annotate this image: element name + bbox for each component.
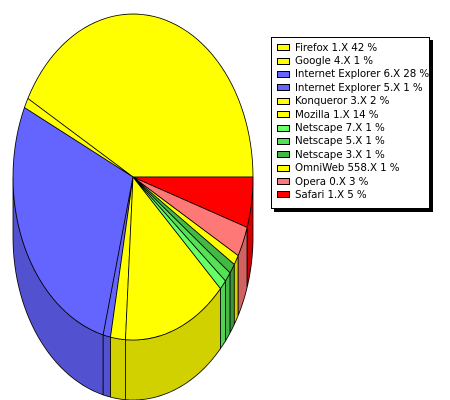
legend-item: Internet Explorer 6.X 28 %	[277, 68, 429, 81]
legend-swatch	[277, 164, 290, 172]
legend-swatch	[277, 191, 290, 199]
legend-item: Internet Explorer 5.X 1 %	[277, 81, 429, 94]
legend-swatch	[277, 151, 290, 159]
legend-label: Netscape 7.X 1 %	[295, 122, 385, 135]
pie-side	[102, 334, 111, 398]
legend-item: Safari 1.X 5 %	[277, 188, 429, 201]
legend-swatch	[277, 84, 290, 92]
pie-side	[225, 271, 231, 343]
legend-label: Opera 0.X 3 %	[295, 175, 369, 188]
legend-label: Internet Explorer 6.X 28 %	[295, 68, 430, 81]
legend-item: Netscape 5.X 1 %	[277, 135, 429, 148]
legend-label: OmniWeb 558.X 1 %	[295, 162, 400, 175]
legend-item: Netscape 3.X 1 %	[277, 148, 429, 161]
pie-side	[110, 336, 126, 400]
legend-label: Netscape 5.X 1 %	[295, 135, 385, 148]
legend-label: Internet Explorer 5.X 1 %	[295, 81, 423, 94]
pie-slice	[27, 13, 254, 178]
legend-label: Mozilla 1.X 14 %	[295, 108, 379, 121]
legend-swatch	[277, 97, 290, 105]
legend-label: Konqueror 3.X 2 %	[295, 95, 390, 108]
legend-label: Safari 1.X 5 %	[295, 188, 367, 201]
legend-swatch	[277, 111, 290, 119]
legend-item: Netscape 7.X 1 %	[277, 121, 429, 134]
legend-label: Netscape 3.X 1 %	[295, 148, 385, 161]
legend-swatch	[277, 137, 290, 145]
legend-swatch	[277, 44, 290, 52]
legend-item: Konqueror 3.X 2 %	[277, 95, 429, 108]
legend-item: OmniWeb 558.X 1 %	[277, 162, 429, 175]
legend-label: Firefox 1.X 42 %	[295, 41, 378, 54]
pie-side	[229, 264, 235, 333]
pie-side	[233, 255, 239, 325]
pie-sides	[12, 176, 254, 400]
pie-slice	[132, 176, 254, 228]
pie-side	[220, 279, 226, 350]
pie-slice	[125, 175, 221, 341]
chart-legend: Firefox 1.X 42 % Google 4.X 1 % Internet E…	[271, 37, 430, 209]
pie-top	[12, 13, 254, 341]
legend-item: Firefox 1.X 42 %	[277, 41, 429, 54]
legend-swatch	[277, 70, 290, 78]
legend-item: Google 4.X 1 %	[277, 54, 429, 67]
pie-slice	[12, 106, 134, 336]
legend-list: Firefox 1.X 42 % Google 4.X 1 % Internet E…	[272, 38, 429, 202]
legend-label: Google 4.X 1 %	[295, 55, 373, 68]
legend-item: Opera 0.X 3 %	[277, 175, 429, 188]
legend-swatch	[277, 178, 290, 186]
legend-swatch	[277, 124, 290, 132]
legend-item: Mozilla 1.X 14 %	[277, 108, 429, 121]
legend-swatch	[277, 57, 290, 65]
